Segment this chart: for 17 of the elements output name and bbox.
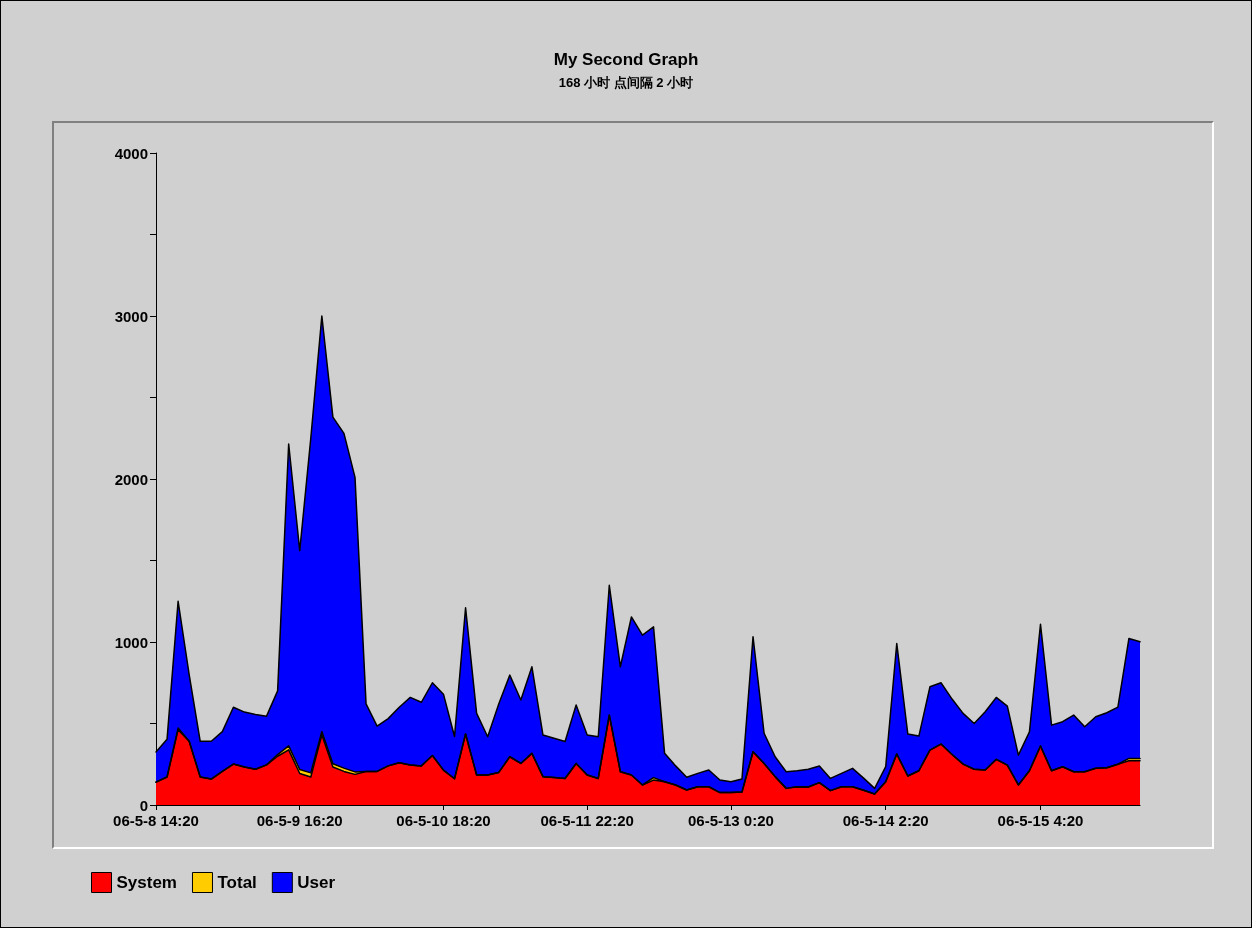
y-tick-label: 4000: [114, 144, 148, 162]
x-tick-label: 06-5-13 0:20: [687, 812, 774, 829]
x-tick-label: 06-5-9 16:20: [256, 812, 343, 829]
chart-subtitle: 168 小时 点间隔 2 小时: [558, 75, 694, 90]
legend-label: Total: [217, 873, 257, 892]
chart-title: My Second Graph: [553, 50, 699, 69]
legend-label: System: [116, 873, 177, 892]
legend-label: User: [297, 873, 336, 892]
y-tick-label: 2000: [114, 470, 148, 488]
y-tick-label: 0: [139, 796, 148, 814]
x-tick-label: 06-5-10 18:20: [396, 812, 491, 829]
x-tick-label: 06-5-14 2:20: [842, 812, 929, 829]
y-tick-label: 3000: [114, 307, 148, 325]
x-tick-label: 06-5-11 22:20: [540, 812, 634, 829]
y-tick-label: 1000: [114, 633, 148, 651]
x-tick-label: 06-5-15 4:20: [997, 812, 1084, 829]
x-tick-label: 06-5-8 14:20: [113, 812, 199, 829]
